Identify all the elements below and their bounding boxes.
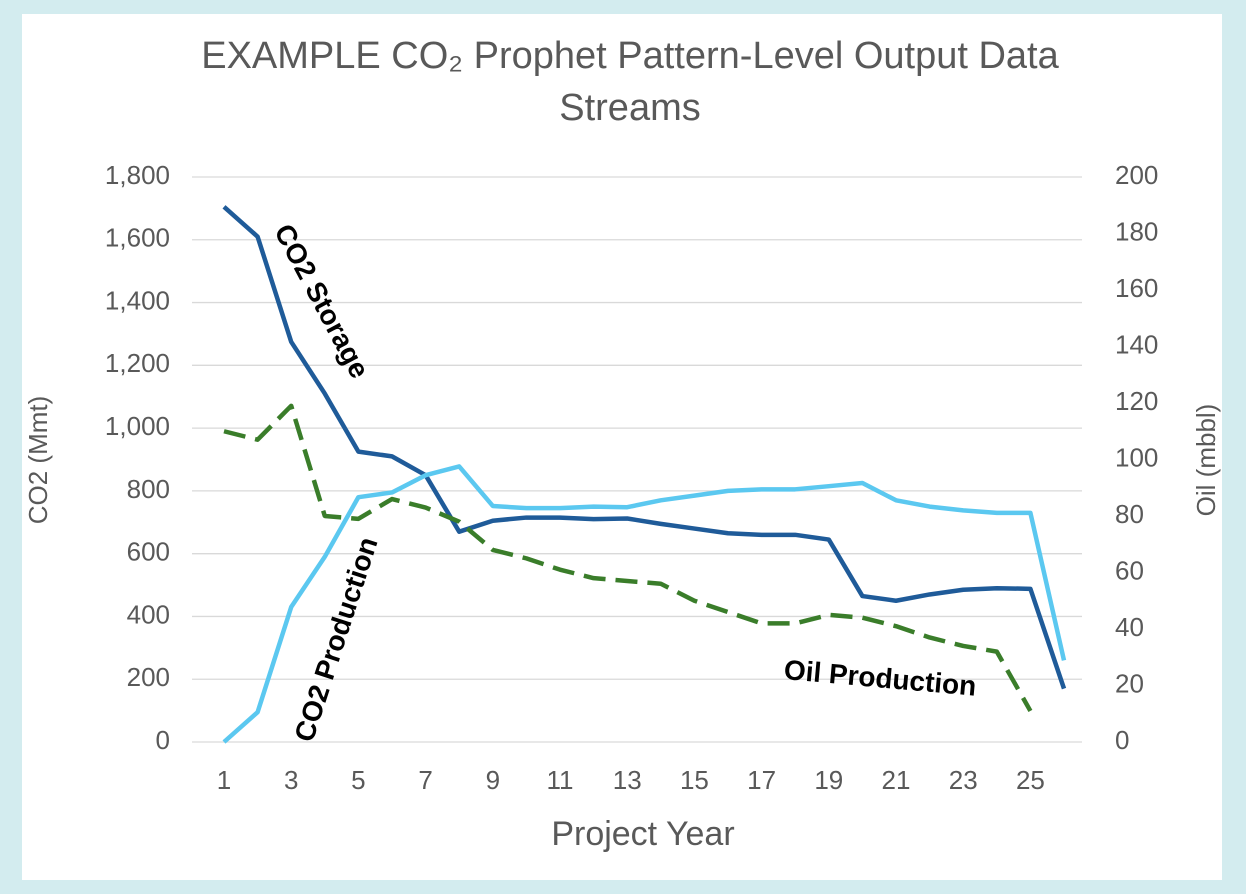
y-tick-label: 1,400: [105, 285, 170, 315]
y2-tick-label: 200: [1115, 160, 1158, 190]
series-annotation: CO2 Storage: [268, 219, 375, 383]
series-annotation: Oil Production: [783, 654, 978, 702]
y2-axis-label: Oil (mbbl): [1191, 404, 1221, 517]
y-tick-label: 1,000: [105, 411, 170, 441]
y2-tick-label: 140: [1115, 329, 1158, 359]
x-tick-label: 9: [486, 765, 500, 795]
series-line: [223, 403, 1033, 713]
y2-tick-label: 40: [1115, 612, 1144, 642]
x-tick-label: 13: [613, 765, 642, 795]
x-tick-label: 17: [747, 765, 776, 795]
y-tick-label: 200: [127, 662, 170, 692]
y2-tick-label: 120: [1115, 386, 1158, 416]
y2-tick-label: 60: [1115, 555, 1144, 585]
y2-tick-label: 160: [1115, 273, 1158, 303]
x-tick-label: 19: [814, 765, 843, 795]
y2-tick-label: 100: [1115, 442, 1158, 472]
x-axis-label: Project Year: [551, 815, 734, 853]
y2-tick-label: 20: [1115, 668, 1144, 698]
x-tick-label: 25: [1016, 765, 1045, 795]
y-tick-label: 1,800: [105, 160, 170, 190]
y-axis-label: CO2 (Mmt): [23, 396, 53, 525]
y2-tick-label: 80: [1115, 499, 1144, 529]
y-tick-label: 1,200: [105, 348, 170, 378]
y-tick-label: 0: [156, 725, 170, 755]
x-tick-label: 21: [882, 765, 911, 795]
x-tick-label: 1: [217, 765, 231, 795]
y-tick-label: 800: [127, 474, 170, 504]
series-annotation: CO2 Production: [288, 533, 383, 745]
series-line: [222, 205, 1067, 690]
y2-tick-label: 180: [1115, 216, 1158, 246]
x-tick-label: 11: [547, 765, 574, 795]
y-tick-label: 400: [127, 599, 170, 629]
chart-title: EXAMPLE CO₂ Prophet Pattern-Level Output…: [201, 35, 1059, 129]
chart-card: [22, 14, 1222, 880]
x-tick-label: 23: [949, 765, 978, 795]
y-tick-label: 1,600: [105, 223, 170, 253]
x-tick-label: 5: [351, 765, 365, 795]
x-tick-label: 7: [418, 765, 432, 795]
y2-tick-label: 0: [1115, 725, 1129, 755]
series-line: [222, 464, 1067, 744]
x-tick-label: 3: [284, 765, 298, 795]
x-tick-label: 15: [680, 765, 709, 795]
y-tick-label: 600: [127, 537, 170, 567]
